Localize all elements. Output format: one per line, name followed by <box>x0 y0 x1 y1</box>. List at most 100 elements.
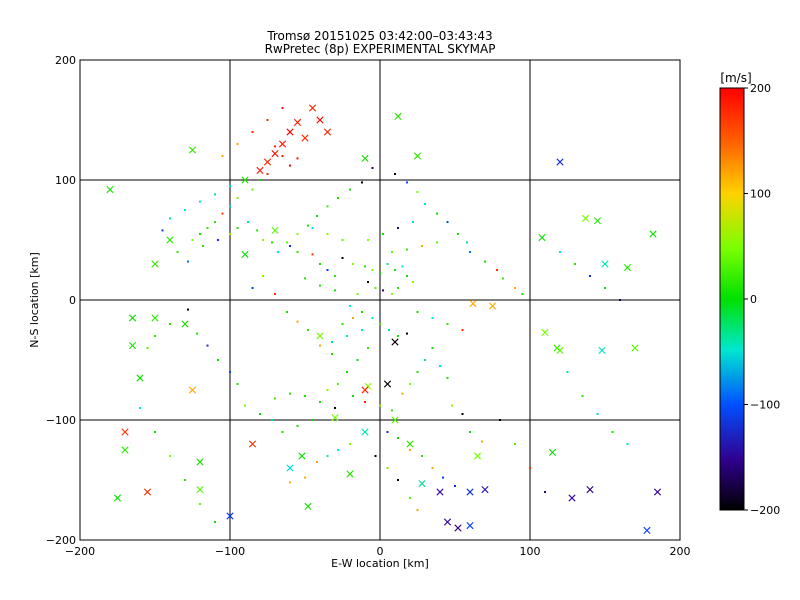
data-point-dot <box>331 353 333 355</box>
data-point-cross <box>121 446 129 454</box>
data-point-dot <box>196 332 198 335</box>
data-point-cross <box>166 236 174 244</box>
y-tick-label: 200 <box>55 54 76 67</box>
data-point-dot <box>446 377 449 379</box>
data-point-cross <box>488 302 497 310</box>
data-point-dot <box>296 233 299 235</box>
data-point-dot <box>289 245 291 247</box>
data-point-dot <box>401 265 404 268</box>
data-point-dot <box>502 277 504 280</box>
data-point-cross <box>286 128 294 136</box>
data-point-cross <box>271 226 279 234</box>
data-point-dot <box>446 221 449 223</box>
colorbar-label: [m/s] <box>720 71 751 85</box>
data-point-dot <box>406 181 408 184</box>
data-point-dot <box>619 299 621 301</box>
data-point-dot <box>217 239 219 241</box>
data-point-dot <box>199 200 201 203</box>
data-point-dot <box>262 239 264 241</box>
data-point-dot <box>214 221 216 223</box>
data-point-cross <box>556 346 564 354</box>
data-point-dot <box>566 371 569 373</box>
data-point-cross <box>121 428 129 436</box>
data-point-dot <box>184 209 186 211</box>
data-point-cross <box>469 300 477 308</box>
data-point-dot <box>521 293 524 295</box>
data-point-cross <box>413 152 422 160</box>
data-point-dot <box>187 260 189 263</box>
data-point-dot <box>262 275 264 277</box>
data-point-dot <box>391 409 393 412</box>
data-point-dot <box>461 329 464 331</box>
data-point-dot <box>367 239 369 241</box>
data-point-cross <box>649 230 657 238</box>
data-point-dot <box>304 476 306 479</box>
data-point-cross <box>586 486 594 494</box>
data-point-dot <box>326 455 329 457</box>
data-point-dot <box>352 395 354 397</box>
data-point-dot <box>229 205 231 208</box>
data-point-dot <box>364 265 366 268</box>
data-point-dot <box>266 173 269 175</box>
data-point-dot <box>382 233 384 235</box>
data-point-dot <box>337 449 339 451</box>
data-point-cross <box>323 128 332 136</box>
data-point-dot <box>334 289 336 292</box>
data-point-cross <box>581 214 590 222</box>
data-point-dot <box>356 359 359 361</box>
data-point-cross <box>454 524 462 532</box>
data-point-dot <box>386 467 389 469</box>
colorbar-ticks: 200 100 0 −100 −200 <box>744 82 780 517</box>
data-point-dot <box>379 272 381 275</box>
data-point-cross <box>331 414 339 422</box>
data-point-dot <box>146 347 149 349</box>
data-point-dot <box>346 335 348 337</box>
data-point-dot <box>397 227 399 229</box>
data-point-dot <box>296 251 299 253</box>
x-tick-label: 200 <box>670 545 691 558</box>
data-point-dot <box>364 401 366 403</box>
data-point-dot <box>424 359 426 361</box>
data-point-dot <box>274 293 276 295</box>
data-point-cross <box>361 154 369 162</box>
data-point-dot <box>304 277 306 280</box>
data-point-cross <box>466 522 474 530</box>
data-point-cross <box>361 386 369 394</box>
data-point-cross <box>196 486 204 494</box>
data-point-cross <box>196 458 204 466</box>
data-point-dot <box>161 229 164 232</box>
data-point-cross <box>593 217 602 225</box>
data-point-dot <box>416 191 419 193</box>
data-point-cross <box>418 480 426 488</box>
data-point-dot <box>454 485 456 487</box>
data-point-cross <box>143 488 152 496</box>
colorbar-tick-label: 0 <box>750 293 757 306</box>
data-point-cross <box>391 338 399 346</box>
data-point-cross <box>643 526 651 534</box>
data-point-cross <box>188 146 197 154</box>
data-point-dot <box>304 395 306 397</box>
data-point-dot <box>514 443 516 445</box>
data-point-dot <box>529 467 531 469</box>
data-point-dot <box>466 241 468 244</box>
data-point-cross <box>181 320 189 328</box>
data-point-dot <box>397 479 399 481</box>
data-point-dot <box>199 503 201 505</box>
data-point-dot <box>421 455 423 457</box>
data-point-dot <box>251 131 254 133</box>
data-point-dot <box>394 173 396 175</box>
data-point-dot <box>202 245 204 247</box>
data-point-dot <box>469 431 471 433</box>
data-point-dot <box>346 371 348 373</box>
data-point-dot <box>221 155 224 157</box>
data-point-dot <box>356 293 359 295</box>
data-point-dot <box>286 311 288 313</box>
data-point-dot <box>247 221 249 223</box>
data-point-dot <box>416 509 419 511</box>
data-point-dot <box>436 241 438 244</box>
data-point-dot <box>281 431 284 433</box>
data-point-dot <box>406 248 408 251</box>
y-tick-label: −100 <box>46 414 76 427</box>
data-point-dot <box>388 329 390 331</box>
